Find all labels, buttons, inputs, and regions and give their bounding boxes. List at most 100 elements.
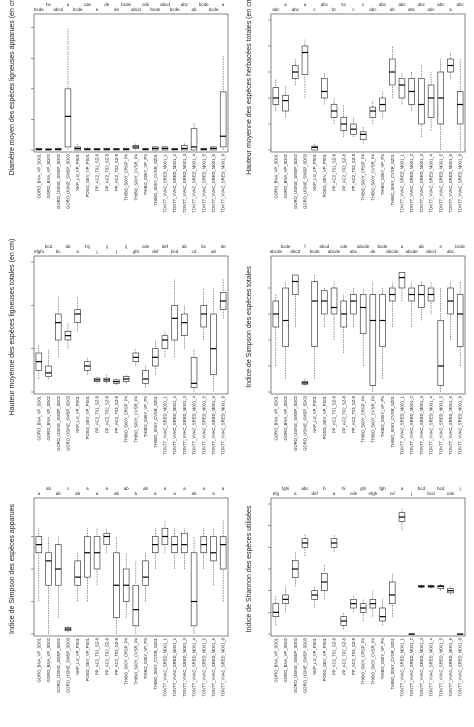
x-tick-label: POSG_SEV_VP_PS01 xyxy=(322,637,327,681)
x-tick-label: GORO_USINE_SMSP_SD03 xyxy=(302,637,307,693)
x-tick-label: PP_AC2_T02_SZ-8 xyxy=(341,637,346,675)
box xyxy=(311,145,318,151)
x-tick-label: GORO_USINE_SMSP_SD03 xyxy=(302,395,307,451)
box xyxy=(74,309,81,323)
x-tick-label: POSG_SEV_VP_PS01 xyxy=(322,153,327,197)
x-tick-label: THIBO_S00Y_CRSP_P4 xyxy=(361,153,366,200)
group-letter: a xyxy=(294,491,297,496)
x-tick-label: THIBO_S06Y_CVSR_SZ01 xyxy=(390,637,395,689)
x-tick-label: PP_AC2_T02_SZ-8 xyxy=(341,153,346,191)
box xyxy=(142,370,149,384)
group-letter: def xyxy=(152,249,159,254)
group-letter: abcde xyxy=(406,249,419,254)
x-tick-label: TONTT_VVAC_SRED_M001_1 xyxy=(162,153,167,212)
group-letter: a xyxy=(183,486,186,491)
x-tick-label: TONTT_VVAC_SRED_M001_8 xyxy=(221,637,226,696)
box xyxy=(359,131,367,140)
box xyxy=(190,552,198,627)
x-tick-label: THIBO_S00Y_CRSP_P4 xyxy=(124,637,129,684)
plot-frame xyxy=(33,255,229,395)
group-letter: bcde xyxy=(378,244,388,249)
x-tick-label: NKP_LU_VP_PS01 xyxy=(312,395,317,432)
x-tick-label: POSG_SEV_VP_PS01 xyxy=(85,395,90,439)
group-letter: bcde xyxy=(310,249,320,254)
group-letter: ab xyxy=(390,7,396,12)
x-tick-label: TONTT_VVAC_SRED_M001_2 xyxy=(409,395,414,454)
group-letter: a xyxy=(38,491,41,496)
y-axis-label: Indice de Simpson des espèces totales xyxy=(246,266,253,388)
box xyxy=(103,532,110,545)
x-tick-label: GORO_BNA_VP_SD02 xyxy=(46,153,51,198)
box xyxy=(64,88,72,148)
group-letter: abc xyxy=(321,2,329,7)
box xyxy=(45,365,52,377)
group-letter: abc xyxy=(418,2,426,7)
group-letter: bcde xyxy=(199,2,209,7)
x-tick-label: TONTT_VVAC_SRED_M001_8 xyxy=(458,637,463,696)
group-letter: abc xyxy=(369,7,377,12)
x-tick-label: THIBO_S00Y_CVSR_P4 xyxy=(370,395,375,442)
group-letter: ab xyxy=(75,491,81,496)
box xyxy=(418,285,425,308)
group-letter: a xyxy=(222,2,225,7)
group-letter: bc xyxy=(201,244,207,249)
panel: Diamètre moyen des espèces ligneuses app… xyxy=(9,0,229,213)
y-axis-label: Hauteur moyenne des espèces herbacées to… xyxy=(246,0,253,175)
box xyxy=(398,272,406,289)
group-letter: abc xyxy=(301,486,309,491)
group-letter: abcd xyxy=(53,7,63,12)
x-tick-label: TONTT_VVAC_SRED_M001_8 xyxy=(458,395,463,454)
x-tick-label: GORO_BNA_VP_SD01 xyxy=(273,153,278,198)
group-letter: abc xyxy=(272,7,280,12)
box xyxy=(359,294,367,334)
x-tick-label: NKP_LU_VP_PS01 xyxy=(75,637,80,674)
group-letter: hi xyxy=(342,486,346,491)
group-letter: b xyxy=(135,491,138,496)
group-letter: def xyxy=(162,244,169,249)
x-tick-label: TONTT_VVAC_SRED_M001_8 xyxy=(221,395,226,454)
group-letter: bcde xyxy=(34,7,44,12)
x-tick-label: GORO_USINE_SMSP_SD03 xyxy=(65,153,70,209)
panel: Indice de Shannon des espèces utilisées e… xyxy=(246,486,466,697)
group-letter: a xyxy=(164,486,167,491)
group-letter: def xyxy=(312,491,319,496)
group-letter: ij xyxy=(106,244,108,249)
x-tick-label: TONTT_VVAC_SRED_M001_6 xyxy=(448,637,453,696)
group-letter: abc xyxy=(398,2,406,7)
box xyxy=(219,91,227,148)
x-tick-label: TONTT_VVAC_SRED_M001_2 xyxy=(409,153,414,212)
group-letter: bcd xyxy=(418,486,426,491)
group-letter: ab xyxy=(182,244,188,249)
box xyxy=(210,536,217,562)
group-letter: bcd xyxy=(437,486,445,491)
group-letter: a xyxy=(333,491,336,496)
x-tick-label: TONTT_VVAC_SRED_M001_3 xyxy=(419,395,424,454)
box xyxy=(398,78,406,99)
group-letter: e xyxy=(96,7,99,12)
group-letter: j xyxy=(459,486,461,491)
x-tick-label: TONTT_VVAC_SRED_M001_3 xyxy=(419,637,424,696)
panel: Hauteur moyenne des espèces herbacées to… xyxy=(246,0,466,213)
group-letter: a xyxy=(202,486,205,491)
x-tick-label: TONTT_VVAC_SRED_M001_3 xyxy=(419,153,424,212)
plot-frame xyxy=(270,13,466,153)
x-tick-label: THIBO_S00Y_CRSP_P4 xyxy=(361,637,366,684)
x-tick-label: POSG_SEV_VP_PS01 xyxy=(85,153,90,197)
group-letter: a xyxy=(154,491,157,496)
x-tick-label: TONTT_VVAC_SRED_M001_6 xyxy=(448,395,453,454)
group-letter: cde xyxy=(84,2,92,7)
x-tick-label: THIBO_S06Y_VP_PS xyxy=(143,396,148,437)
group-letter: abcd xyxy=(131,7,141,12)
group-letter: ab xyxy=(143,486,149,491)
box xyxy=(321,290,328,315)
x-tick-label: GORO_USINE_SMSP_SD03 xyxy=(302,153,307,209)
x-tick-label: TONTT_VVAC_SRED_M001_3 xyxy=(182,637,187,696)
group-letter: abcd xyxy=(426,249,436,254)
group-letter: j xyxy=(96,249,98,254)
x-tick-label: TONTT_VVAC_SRED_M001_4 xyxy=(192,153,197,212)
x-tick-label: TONTT_VVAC_SRED_M001_8 xyxy=(221,153,226,212)
group-letter: c xyxy=(67,486,70,491)
group-letter: bcde xyxy=(121,2,131,7)
group-letter: ab xyxy=(124,486,130,491)
